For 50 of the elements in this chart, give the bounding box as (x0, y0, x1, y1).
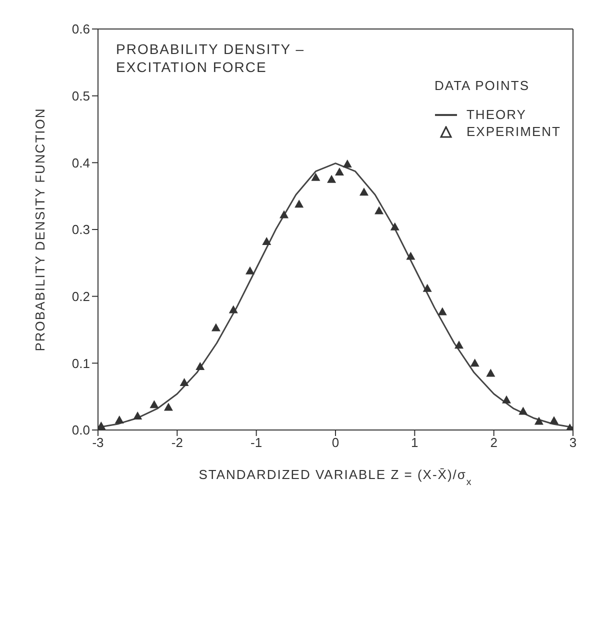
x-tick-label: -2 (171, 435, 183, 450)
x-tick-label: 2 (490, 435, 498, 450)
x-tick-label: 3 (569, 435, 577, 450)
y-tick-label: 0.1 (72, 356, 90, 371)
point (470, 358, 480, 367)
y-tick-label: 0.4 (72, 155, 90, 170)
point (534, 416, 544, 425)
point (246, 266, 254, 274)
x-tick-label: -3 (92, 435, 104, 450)
point (164, 402, 173, 411)
point (280, 210, 289, 218)
point (311, 172, 320, 181)
point (422, 284, 432, 292)
point (262, 237, 272, 246)
point (550, 416, 558, 424)
legend-label: EXPERIMENT (466, 124, 561, 139)
y-tick-label: 0.5 (72, 88, 90, 104)
point (390, 222, 400, 230)
point (228, 305, 238, 314)
point (294, 200, 304, 208)
y-tick-label: 0.3 (72, 222, 90, 238)
point (211, 323, 220, 332)
point (180, 378, 189, 386)
y-tick-label: 0.0 (72, 422, 90, 438)
point (360, 188, 368, 196)
x-tick-label: -1 (250, 435, 262, 450)
point (454, 340, 464, 349)
text: PROBABILITY DENSITY – EXCITATION FORCE (116, 41, 305, 75)
x-tick-label: 1 (411, 435, 418, 450)
legend-label: THEORY (466, 107, 526, 122)
point (486, 368, 496, 377)
x-axis-title: STANDARDIZED VARIABLE Z = (X-X̄)/σ$_{x}$ (198, 467, 472, 488)
point (406, 252, 416, 260)
point (342, 160, 352, 168)
point (502, 395, 511, 404)
point (114, 415, 124, 424)
point (133, 411, 142, 420)
point (196, 362, 205, 370)
y-tick-label: 0.6 (72, 22, 90, 37)
point (150, 400, 159, 408)
legend-title: DATA POINTS (434, 78, 531, 93)
point (327, 174, 336, 183)
point (334, 168, 344, 176)
point (98, 421, 106, 430)
x-tick-label: 0 (332, 435, 340, 450)
point (438, 307, 447, 316)
y-tick-label: 0.2 (72, 288, 90, 304)
point (518, 406, 528, 415)
point (374, 206, 384, 214)
y-axis-title: PROBABILITY DENSITY FUNCTION (32, 108, 48, 352)
